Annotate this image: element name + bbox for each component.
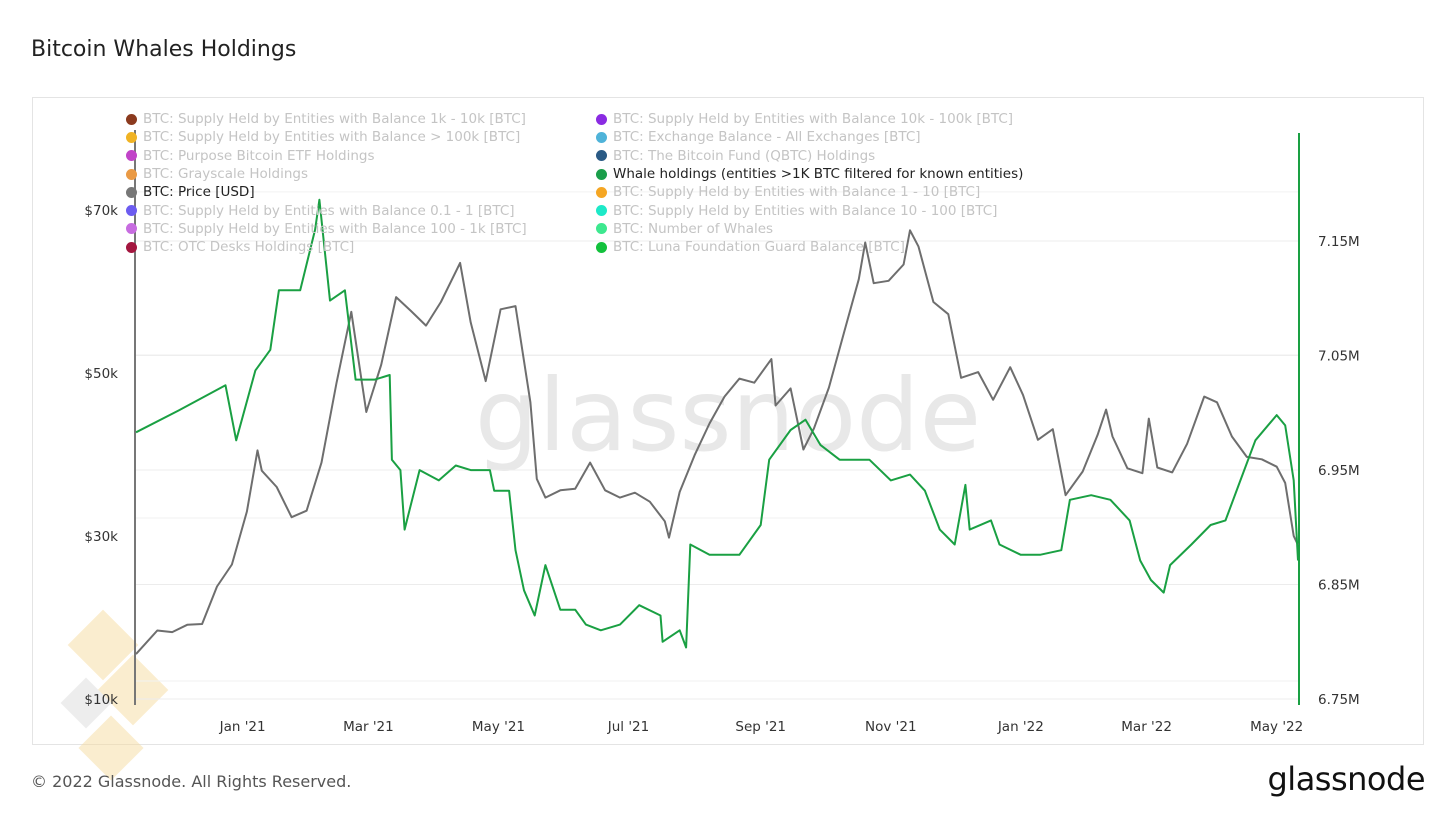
legend-item[interactable]: BTC: Supply Held by Entities with Balanc… [126,220,596,238]
y-left-tick-label: $70k [84,203,118,219]
y-right-tick-label: 7.15M [1318,234,1360,250]
legend-dot-icon [596,113,607,125]
legend: BTC: Supply Held by Entities with Balanc… [126,110,1086,256]
legend-dot-icon [126,113,137,125]
legend-item[interactable]: BTC: Supply Held by Entities with Balanc… [126,201,596,219]
legend-item[interactable]: BTC: Supply Held by Entities with Balanc… [126,128,596,146]
legend-dot-icon [596,241,607,253]
legend-dot-icon [126,205,137,217]
legend-label: BTC: Purpose Bitcoin ETF Holdings [143,147,375,164]
y-left-tick-label: $30k [84,529,118,545]
legend-label: BTC: OTC Desks Holdings [BTC] [143,239,355,256]
x-tick-label: Mar '21 [343,719,394,735]
legend-label: Whale holdings (entities >1K BTC filtere… [613,166,1024,183]
legend-label: BTC: Supply Held by Entities with Balanc… [143,220,527,237]
legend-dot-icon [126,223,137,235]
legend-label: BTC: Supply Held by Entities with Balanc… [613,111,1014,128]
legend-dot-icon [126,186,137,198]
legend-dot-icon [596,205,607,217]
legend-label: BTC: Exchange Balance - All Exchanges [B… [613,129,921,146]
legend-dot-icon [596,186,607,198]
y-right-tick-label: 6.85M [1318,578,1360,594]
x-tick-label: Jul '21 [607,719,649,735]
legend-label: BTC: Supply Held by Entities with Balanc… [143,129,521,146]
y-left-tick-label: $50k [84,366,118,382]
legend-dot-icon [596,168,607,180]
x-tick-label: May '21 [472,719,525,735]
legend-item[interactable]: BTC: Purpose Bitcoin ETF Holdings [126,147,596,165]
legend-dot-icon [126,168,137,180]
legend-label: BTC: Number of Whales [613,220,774,237]
legend-label: BTC: Supply Held by Entities with Balanc… [143,202,515,219]
legend-dot-icon [126,241,137,253]
legend-item[interactable]: BTC: Price [USD] [126,183,596,201]
legend-item[interactable]: BTC: OTC Desks Holdings [BTC] [126,238,596,256]
legend-label: BTC: Supply Held by Entities with Balanc… [613,184,981,201]
legend-item[interactable]: BTC: Luna Foundation Guard Balance [BTC] [596,238,1066,256]
x-tick-label: Jan '21 [219,719,266,735]
x-tick-label: Nov '21 [865,719,917,735]
x-tick-label: Sep '21 [735,719,786,735]
legend-item[interactable]: BTC: Supply Held by Entities with Balanc… [596,110,1066,128]
y-left-tick-label: $10k [84,692,118,708]
gridlines [136,191,1298,700]
x-tick-label: Jan '22 [997,719,1044,735]
legend-label: BTC: Supply Held by Entities with Balanc… [613,202,998,219]
legend-label: BTC: Supply Held by Entities with Balanc… [143,111,526,128]
chart-frame [32,97,1424,745]
page-title: Bitcoin Whales Holdings [31,37,297,62]
legend-dot-icon [596,223,607,235]
y-right-tick-label: 6.95M [1318,463,1360,479]
legend-item[interactable]: BTC: Supply Held by Entities with Balanc… [126,110,596,128]
watermark: glassnode [475,357,981,474]
legend-item[interactable]: Whale holdings (entities >1K BTC filtere… [596,165,1066,183]
legend-dot-icon [596,150,607,162]
legend-dot-icon [126,131,137,143]
y-right-tick-label: 6.75M [1318,692,1360,708]
legend-label: BTC: Luna Foundation Guard Balance [BTC] [613,239,905,256]
legend-label: BTC: Price [USD] [143,184,255,201]
legend-item[interactable]: BTC: Supply Held by Entities with Balanc… [596,201,1066,219]
legend-item[interactable]: BTC: Number of Whales [596,220,1066,238]
x-tick-label: May '22 [1250,719,1303,735]
legend-label: BTC: The Bitcoin Fund (QBTC) Holdings [613,147,876,164]
glassnode-logo: glassnode [1267,760,1425,798]
whale-holdings-line [135,198,1299,649]
legend-dot-icon [596,131,607,143]
x-tick-label: Mar '22 [1121,719,1172,735]
copyright: © 2022 Glassnode. All Rights Reserved. [31,772,352,791]
y-right-tick-label: 7.05M [1318,349,1360,365]
legend-item[interactable]: BTC: Exchange Balance - All Exchanges [B… [596,128,1066,146]
legend-label: BTC: Grayscale Holdings [143,166,308,183]
price-line [135,229,1299,655]
legend-item[interactable]: BTC: The Bitcoin Fund (QBTC) Holdings [596,147,1066,165]
legend-item[interactable]: BTC: Supply Held by Entities with Balanc… [596,183,1066,201]
legend-item[interactable]: BTC: Grayscale Holdings [126,165,596,183]
legend-dot-icon [126,150,137,162]
